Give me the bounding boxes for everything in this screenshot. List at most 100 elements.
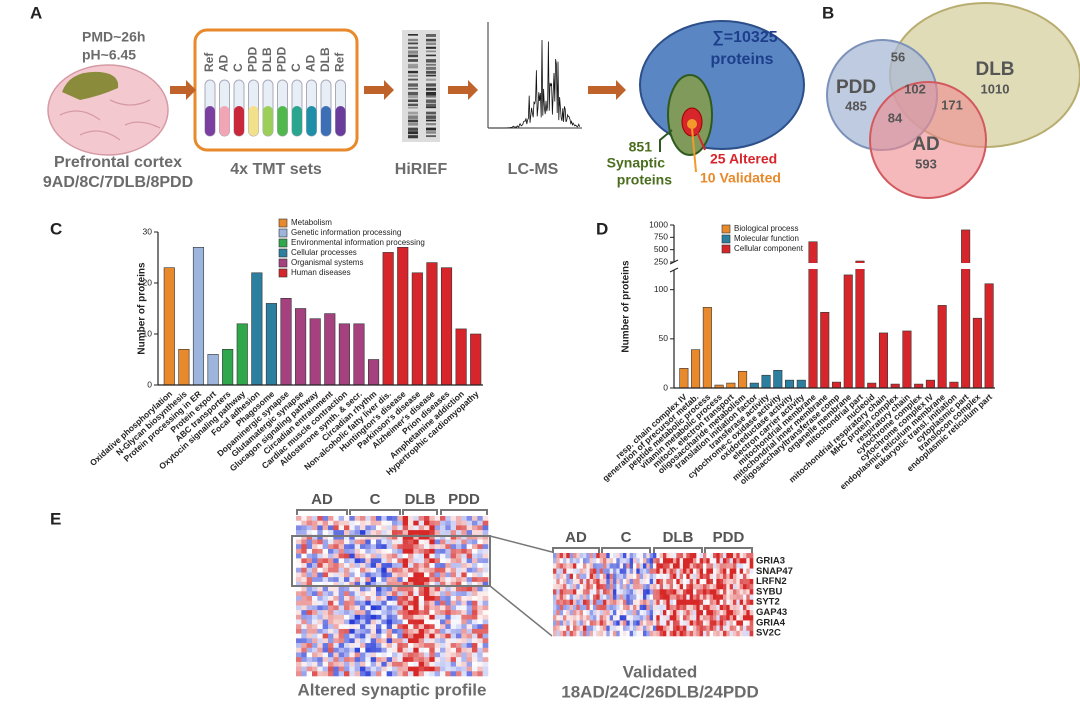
heatmap-cell <box>381 577 387 583</box>
heatmap-cell <box>466 666 473 672</box>
heatmap-cell <box>639 558 644 564</box>
heatmap-cell <box>429 652 435 658</box>
heatmap-cell <box>586 610 590 616</box>
heatmap-cell <box>466 624 473 630</box>
heatmap-cell <box>440 581 446 587</box>
heatmap-cell <box>566 558 570 564</box>
heatmap-cell <box>653 599 657 606</box>
heatmap-cell <box>663 594 667 600</box>
heatmap-cell <box>673 589 677 595</box>
heatmap-cell <box>609 615 614 621</box>
heatmap-cell <box>429 530 435 536</box>
heatmap-cell <box>676 568 680 575</box>
heatmap-cell <box>317 605 323 611</box>
heatmap-cell <box>360 577 366 583</box>
venn-ad <box>869 81 987 199</box>
heatmap-cell <box>408 657 414 663</box>
heatmap-cell <box>312 614 318 620</box>
heatmap-cell <box>679 604 684 611</box>
heatmap-cell <box>576 589 580 595</box>
heatmap-cell <box>461 614 467 620</box>
callout <box>659 129 673 152</box>
heatmap-cell <box>354 577 361 583</box>
heatmap-cell <box>424 539 430 545</box>
heatmap <box>296 516 489 677</box>
heatmap-cell <box>576 630 580 637</box>
heatmap-cell <box>589 594 594 600</box>
tube-liquid <box>248 106 259 136</box>
heatmap-cell <box>559 558 564 564</box>
heatmap-cell <box>392 530 398 536</box>
heatmap-cell <box>344 647 350 653</box>
heatmap-cell <box>456 610 462 616</box>
heatmap-cell <box>461 553 467 559</box>
heatmap-cell <box>703 584 707 590</box>
heatmap-cell <box>626 615 630 621</box>
heatmap-cell <box>723 553 727 559</box>
heatmap-cell <box>429 619 435 625</box>
heatmap-cell <box>381 619 387 625</box>
heatmap-cell <box>429 539 435 545</box>
heatmap-cell <box>656 558 660 564</box>
heatmap-cell <box>381 553 387 559</box>
heatmap-cell <box>440 610 446 616</box>
heatmap-cell <box>606 553 610 559</box>
heatmap-cell <box>429 577 435 583</box>
heatmap-cell <box>317 671 323 677</box>
heatmap-cell <box>569 615 574 621</box>
heatmap-cell <box>408 614 414 620</box>
heatmap-cell <box>589 558 594 564</box>
heatmap-cell <box>686 604 690 611</box>
heatmap-cell <box>344 539 350 545</box>
heatmap-cell <box>322 558 329 564</box>
heatmap-cell <box>733 610 737 616</box>
heatmap-cell <box>376 591 382 597</box>
heatmap-cell <box>719 589 724 595</box>
heatmap-cell <box>429 671 435 677</box>
heatmap-cell <box>676 584 680 590</box>
heatmap-cell <box>482 643 489 649</box>
heatmap-cell <box>726 610 730 616</box>
heatmap-cell <box>445 516 451 522</box>
heatmap-cell <box>683 594 687 600</box>
heatmap-cell <box>472 591 478 597</box>
heatmap-cell <box>616 568 620 575</box>
heatmap-cell <box>317 567 323 573</box>
heatmap-cell <box>666 589 670 595</box>
heatmap-cell <box>666 594 670 600</box>
heatmap-cell <box>461 525 467 531</box>
heatmap-cell <box>616 578 620 585</box>
group-label: AD <box>311 491 333 508</box>
gel-band <box>426 63 436 66</box>
heatmap-cell <box>482 628 489 634</box>
y-axis-title: Number of proteins <box>621 260 632 353</box>
heatmap-cell <box>619 599 624 606</box>
heatmap-cell <box>296 525 302 531</box>
heatmap-cell <box>392 581 398 587</box>
heatmap-cell <box>402 647 409 653</box>
heatmap-cell <box>349 525 355 531</box>
heatmap-cell <box>392 638 398 644</box>
heatmap-cell <box>603 630 607 637</box>
heatmap-cell <box>424 657 430 663</box>
heatmap-cell <box>466 525 473 531</box>
bar <box>726 382 736 389</box>
heatmap-cell <box>659 630 664 637</box>
heatmap-cell <box>413 534 419 540</box>
heatmap-cell <box>606 615 610 621</box>
heatmap-cell <box>322 614 329 620</box>
heatmap-cell <box>553 604 557 611</box>
heatmap-cell <box>360 671 366 677</box>
heatmap-cell <box>699 558 704 564</box>
heatmap-cell <box>376 586 382 592</box>
heatmap-cell <box>613 620 617 626</box>
heatmap-cell <box>296 652 302 658</box>
heatmap-cell <box>736 610 740 616</box>
heatmap-cell <box>317 544 323 550</box>
heatmap-cell <box>623 630 627 637</box>
heatmap-cell <box>706 589 710 595</box>
heatmap-cell <box>360 567 366 573</box>
heatmap-cell <box>354 647 361 653</box>
heatmap-cell <box>322 596 329 602</box>
heatmap-cell <box>556 604 560 611</box>
